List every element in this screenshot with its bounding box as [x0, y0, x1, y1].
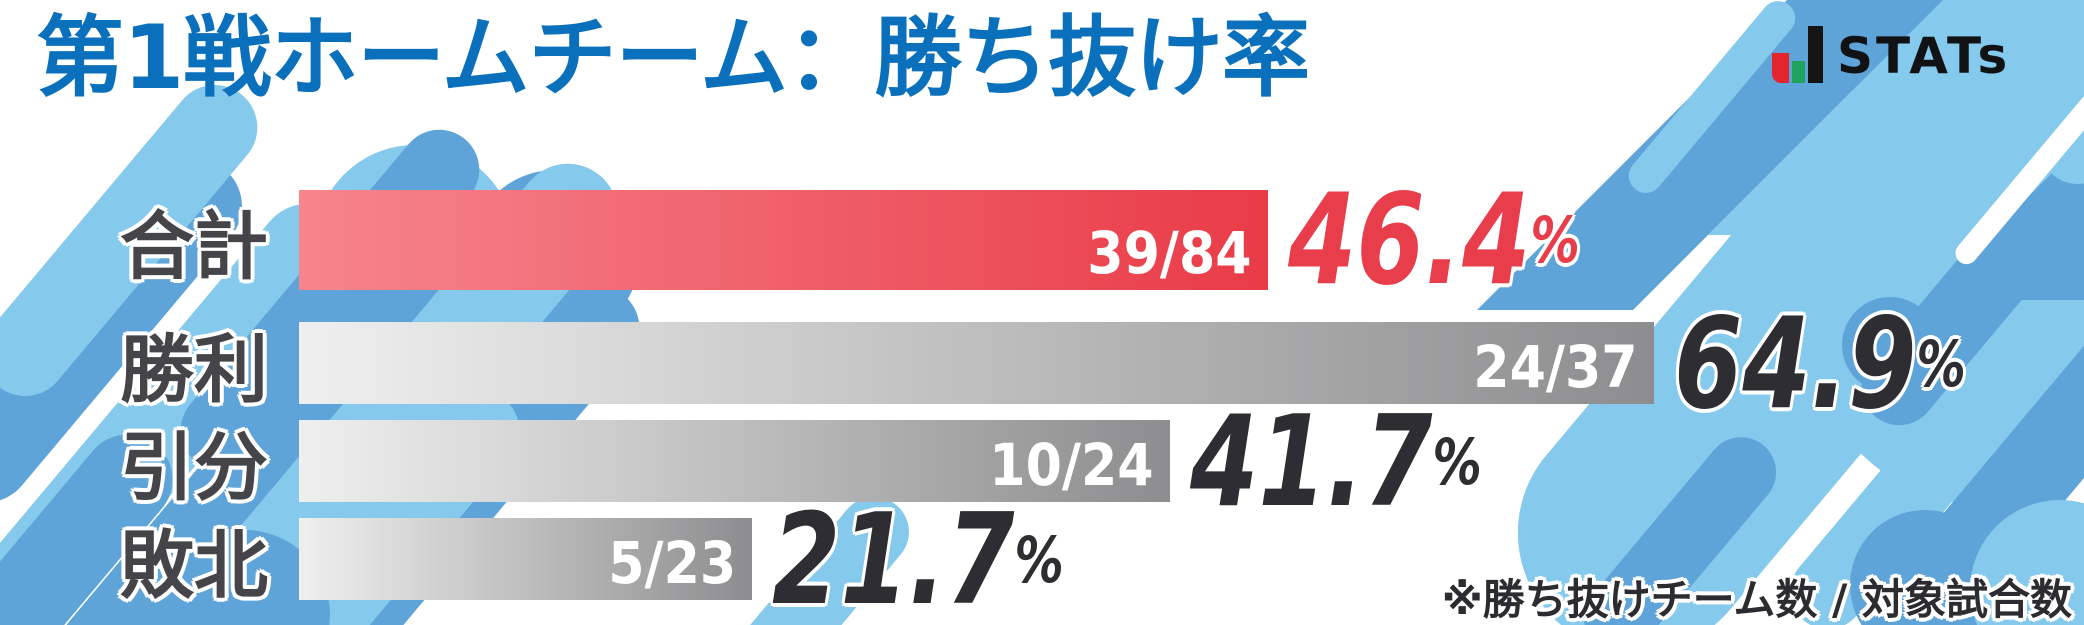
percent-sign: %: [1916, 327, 1966, 401]
bar-chart-logo-icon: [1772, 26, 1823, 83]
bar-total: 39/84: [299, 190, 1268, 290]
percent-total: 46.4%: [1288, 177, 1580, 303]
percent-value: 46.4: [1288, 166, 1531, 313]
logo-red-bar: [1772, 53, 1789, 83]
logo-green-bar: [1792, 61, 1805, 83]
logo-black-bar: [1808, 26, 1823, 83]
percent-win: 64.9%: [1674, 301, 1966, 427]
percent-value: 21.7: [772, 486, 1015, 625]
percent-value: 64.9: [1674, 290, 1917, 437]
bar-win: 24/37: [299, 322, 1654, 404]
fraction-label-win: 24/37: [1473, 333, 1638, 401]
page-title: 第1戦ホームチーム：勝ち抜け率: [36, 6, 1310, 109]
row-label-total: 合計: [120, 203, 268, 290]
percent-sign: %: [1530, 203, 1580, 277]
fraction-label-draw: 10/24: [989, 431, 1154, 499]
percent-value: 41.7: [1190, 388, 1433, 535]
footnote: ※勝ち抜けチーム数 / 対象試合数: [1441, 575, 2072, 624]
bar-draw: 10/24: [299, 420, 1170, 502]
fraction-label-loss: 5/23: [607, 529, 736, 597]
row-label-win: 勝利: [120, 326, 268, 413]
stats-logo: STATs: [1772, 26, 2010, 83]
percent-draw: 41.7%: [1190, 399, 1482, 525]
bar-loss: 5/23: [299, 518, 752, 600]
logo-text: STATs: [1837, 27, 2011, 85]
percent-sign: %: [1014, 523, 1064, 597]
row-label-draw: 引分: [120, 424, 268, 511]
percent-loss: 21.7%: [772, 497, 1064, 623]
fraction-label-total: 39/84: [1087, 219, 1252, 287]
row-label-loss: 敗北: [120, 522, 268, 609]
percent-sign: %: [1432, 425, 1482, 499]
